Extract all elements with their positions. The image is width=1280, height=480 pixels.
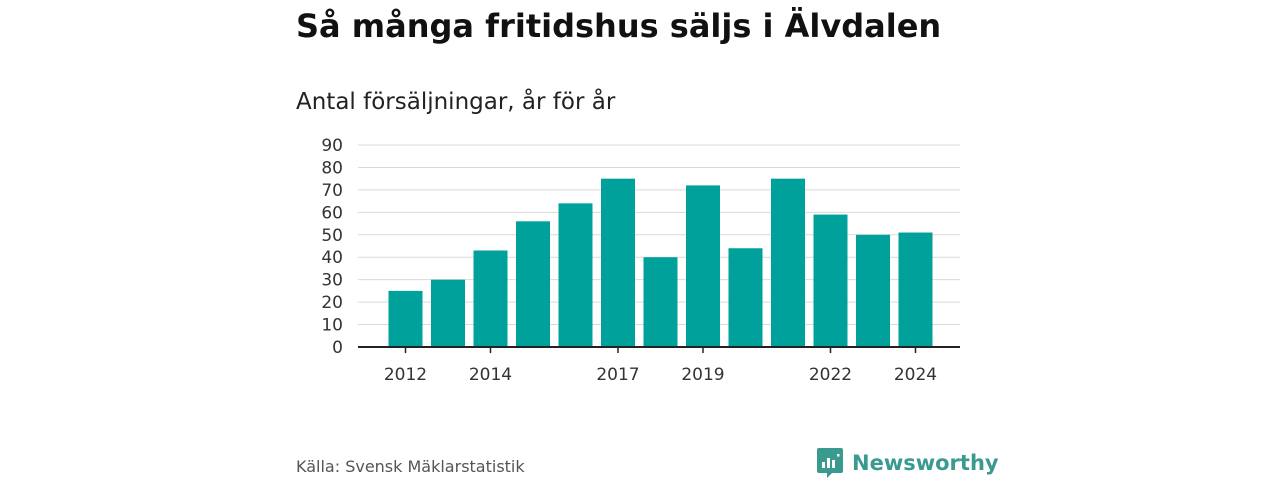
y-tick-label: 30 [321, 271, 343, 291]
bar [516, 221, 550, 347]
y-tick-label: 10 [321, 316, 343, 336]
x-tick-label: 2022 [809, 365, 852, 385]
bar [431, 279, 465, 347]
x-tick-label: 2014 [469, 365, 512, 385]
brand-logo[interactable]: Newsworthy [816, 447, 999, 479]
y-tick-label: 0 [332, 338, 343, 358]
x-tick-label: 2024 [894, 365, 937, 385]
y-tick-label: 70 [321, 181, 343, 201]
y-tick-label: 50 [321, 226, 343, 246]
bar [728, 248, 763, 347]
bar [601, 178, 635, 347]
x-tick-label: 2012 [384, 365, 427, 385]
y-tick-label: 20 [321, 293, 343, 313]
newsworthy-chart-icon [817, 448, 843, 478]
chart-subtitle: Antal försäljningar, år för år [296, 89, 616, 115]
bar [813, 214, 848, 347]
y-tick-label: 40 [321, 248, 343, 268]
bars [388, 178, 933, 347]
bar [558, 203, 593, 347]
y-tick-label: 60 [321, 203, 343, 223]
y-tick-label: 80 [321, 158, 343, 178]
bar [856, 234, 890, 347]
bar [771, 178, 805, 347]
bar [473, 250, 508, 347]
chart-title: Så många fritidshus säljs i Älvdalen [296, 7, 942, 45]
bar [388, 290, 423, 347]
x-tick-label: 2017 [596, 365, 639, 385]
source-note: Källa: Svensk Mäklarstatistik [296, 457, 525, 476]
y-tick-label: 90 [321, 136, 343, 156]
bar [686, 185, 720, 347]
x-tick-label: 2019 [681, 365, 724, 385]
brand-name: Newsworthy [852, 451, 999, 475]
bar [898, 232, 933, 347]
bar [643, 257, 678, 347]
